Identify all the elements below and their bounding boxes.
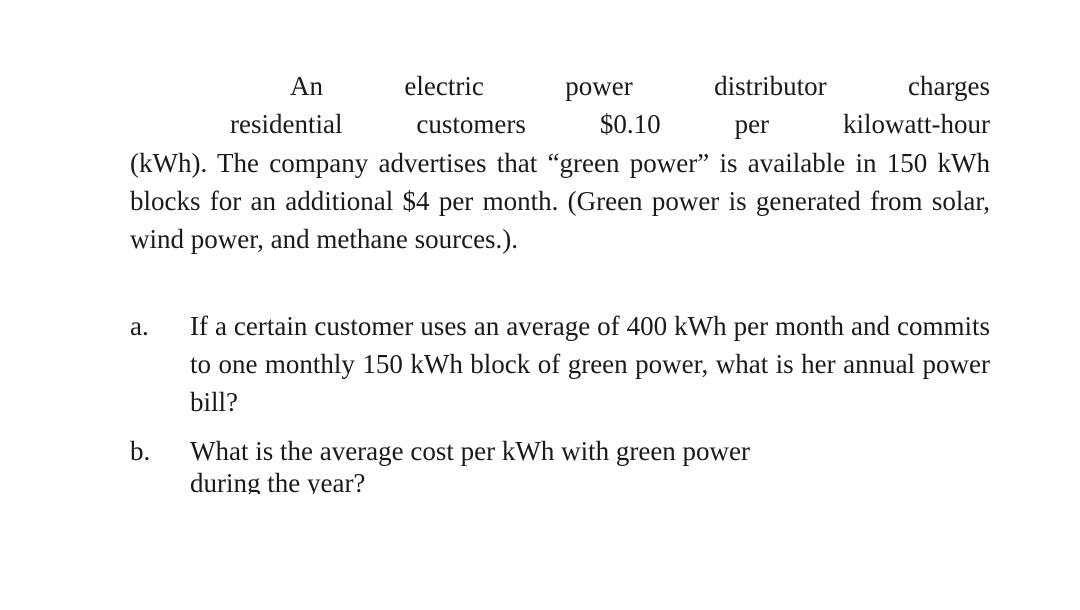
intro-rest: (kWh). The company advertises that “gree… <box>130 144 990 259</box>
question-marker: a. <box>130 307 190 345</box>
question-b-line1: What is the average cost per kWh with gr… <box>190 436 750 466</box>
intro-line-2: residential customers $0.10 per kilowatt… <box>130 105 990 143</box>
question-b-cut: during the year? <box>190 470 365 494</box>
question-text: What is the average cost per kWh with gr… <box>190 432 990 509</box>
problem-statement: An electric power distributor charges re… <box>130 67 990 259</box>
question-list: a. If a certain customer uses an average… <box>130 307 990 509</box>
question-text: If a certain customer uses an average of… <box>190 307 990 422</box>
question-a: a. If a certain customer uses an average… <box>130 307 990 422</box>
question-b: b. What is the average cost per kWh with… <box>130 432 990 509</box>
question-marker: b. <box>130 432 190 470</box>
intro-line-1: An electric power distributor charges <box>130 67 990 105</box>
page-content: An electric power distributor charges re… <box>0 0 1080 508</box>
